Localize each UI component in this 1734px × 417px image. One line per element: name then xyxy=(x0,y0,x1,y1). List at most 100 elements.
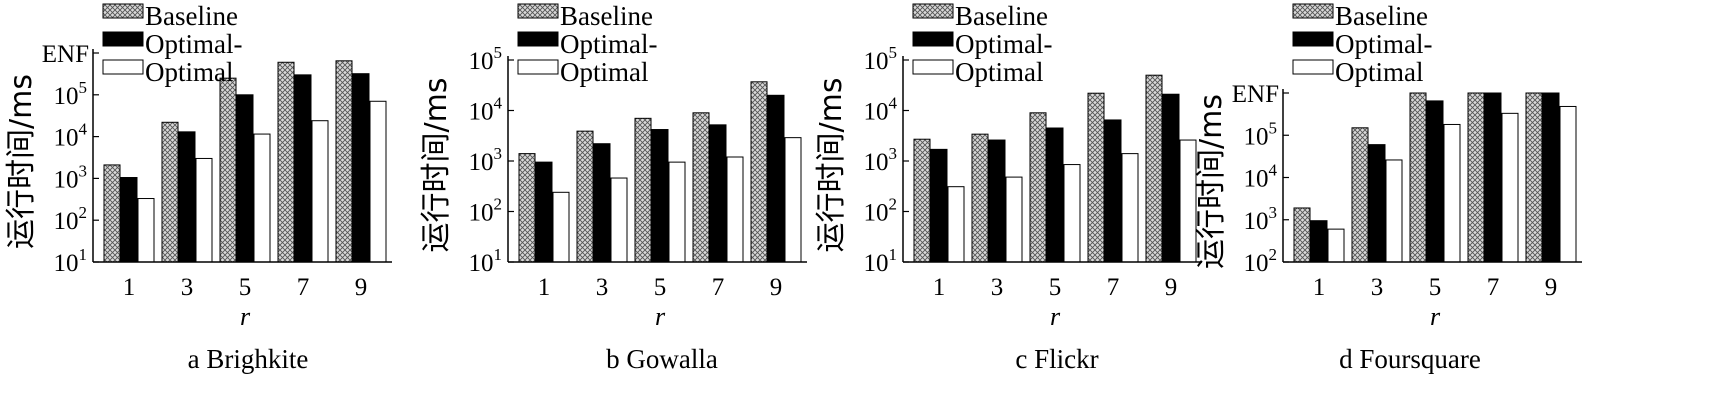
y-tick-label: 103 xyxy=(1244,203,1278,235)
bar-baseline-1 xyxy=(518,153,536,263)
legend-label: Optimal xyxy=(955,57,1044,87)
x-tick-label: 5 xyxy=(1049,274,1062,301)
bar-optimal-3 xyxy=(1368,144,1386,263)
bar-optimal-5 xyxy=(236,94,254,263)
legend-swatch-baseline xyxy=(912,3,954,19)
y-tick-label: 105 xyxy=(1244,118,1278,150)
bar-optimal-1 xyxy=(930,148,948,263)
x-tick-label: 5 xyxy=(654,274,667,301)
bar-baseline-5 xyxy=(219,77,237,263)
bar-baseline-3 xyxy=(1351,127,1369,263)
y-tick-label: 105 xyxy=(54,78,88,110)
bar-baseline-9 xyxy=(750,81,768,263)
legend-label: Optimal xyxy=(1335,57,1424,87)
y-axis-label: 运行时间/ms xyxy=(4,74,39,249)
y-axis-label: 运行时间/ms xyxy=(814,78,849,253)
panel-caption: d Foursquare xyxy=(1339,344,1481,374)
x-tick-label: 3 xyxy=(991,274,1004,301)
x-tick-label: 7 xyxy=(1107,274,1120,301)
bar-optimal-3 xyxy=(1005,176,1023,263)
y-tick-label: 101 xyxy=(469,245,503,277)
bar-baseline-7 xyxy=(692,112,710,263)
bar-baseline-7 xyxy=(277,61,295,263)
enf-label: ENF xyxy=(1232,81,1279,108)
bar-optimal-5 xyxy=(1046,127,1064,263)
bar-optimal-1 xyxy=(535,161,553,263)
bar-optimal-9 xyxy=(352,73,370,263)
x-tick-label: 7 xyxy=(297,274,310,301)
bar-optimal-5 xyxy=(651,129,669,263)
bar-optimal-9 xyxy=(1162,93,1180,263)
bar-optimal-7 xyxy=(1121,153,1139,263)
x-tick-label: 3 xyxy=(181,274,194,301)
bar-optimal-7 xyxy=(311,120,329,263)
y-axis-label: 运行时间/ms xyxy=(419,78,454,253)
y-tick-label: 101 xyxy=(864,245,898,277)
bar-optimal-7 xyxy=(294,74,312,263)
panel-caption: b Gowalla xyxy=(606,344,718,374)
x-axis-label: r xyxy=(240,302,251,331)
bar-optimal-9 xyxy=(369,100,387,263)
bar-optimal-1 xyxy=(1327,228,1345,263)
bar-optimal-5 xyxy=(253,133,271,263)
y-tick-label: 105 xyxy=(469,43,503,75)
y-tick-label: 102 xyxy=(864,195,898,227)
legend-label: Baseline xyxy=(955,1,1048,31)
x-axis-label: r xyxy=(655,302,666,331)
chart-panel-2: 1 3 5 7 9 101 102 103 104 105 运行时间/ms r b Gowalla Bas… xyxy=(419,1,807,374)
x-tick-label: 1 xyxy=(1313,274,1326,301)
legend-swatch-baseline xyxy=(1292,3,1334,19)
x-tick-label: 9 xyxy=(355,274,368,301)
bar-optimal-3 xyxy=(178,131,196,263)
bar-baseline-3 xyxy=(576,130,594,263)
legend-swatch-optimal xyxy=(517,59,559,75)
legend-label: Optimal- xyxy=(560,29,657,59)
x-tick-label: 5 xyxy=(239,274,252,301)
x-tick-label: 9 xyxy=(1545,274,1558,301)
legend-swatch-optimal xyxy=(517,31,559,47)
x-tick-label: 1 xyxy=(933,274,946,301)
panel-caption: a Brighkite xyxy=(188,344,309,374)
bar-optimal-1 xyxy=(137,198,155,263)
legend-label: Optimal- xyxy=(955,29,1052,59)
bar-optimal-1 xyxy=(1310,220,1328,263)
legend-label: Optimal- xyxy=(145,29,242,59)
y-tick-label: 104 xyxy=(469,94,503,126)
legend-label: Baseline xyxy=(145,1,238,31)
y-axis-label: 运行时间/ms xyxy=(1194,94,1229,269)
x-tick-label: 3 xyxy=(596,274,609,301)
panel-caption: c Flickr xyxy=(1015,344,1098,374)
x-tick-label: 1 xyxy=(538,274,551,301)
y-tick-label: 103 xyxy=(54,161,88,193)
y-tick-label: 102 xyxy=(469,195,503,227)
x-tick-label: 1 xyxy=(123,274,136,301)
bar-optimal-1 xyxy=(120,177,138,263)
bar-optimal-3 xyxy=(610,177,628,263)
bar-optimal-7 xyxy=(709,124,727,263)
legend-label: Baseline xyxy=(1335,1,1428,31)
bar-optimal-5 xyxy=(1426,100,1444,263)
legend-label: Optimal xyxy=(560,57,649,87)
legend-swatch-optimal xyxy=(1292,31,1334,47)
x-tick-label: 7 xyxy=(712,274,725,301)
bar-baseline-5 xyxy=(634,117,652,263)
x-tick-label: 3 xyxy=(1371,274,1384,301)
bar-baseline-9 xyxy=(1145,74,1163,263)
bar-baseline-9 xyxy=(1525,92,1543,263)
legend-label: Baseline xyxy=(560,1,653,31)
bar-optimal-1 xyxy=(947,186,965,263)
bar-optimal-9 xyxy=(1559,105,1577,263)
bar-baseline-5 xyxy=(1029,112,1047,263)
bar-optimal-1 xyxy=(552,191,570,263)
x-axis-label: r xyxy=(1050,302,1061,331)
legend-swatch-baseline xyxy=(517,3,559,19)
y-tick-label: 103 xyxy=(469,144,503,176)
legend-swatch-optimal xyxy=(1292,59,1334,75)
bar-baseline-3 xyxy=(161,121,179,263)
legend-swatch-optimal xyxy=(912,59,954,75)
x-tick-label: 9 xyxy=(770,274,783,301)
y-tick-label: 103 xyxy=(864,144,898,176)
y-tick-label: 101 xyxy=(54,245,88,277)
legend-swatch-optimal xyxy=(912,31,954,47)
